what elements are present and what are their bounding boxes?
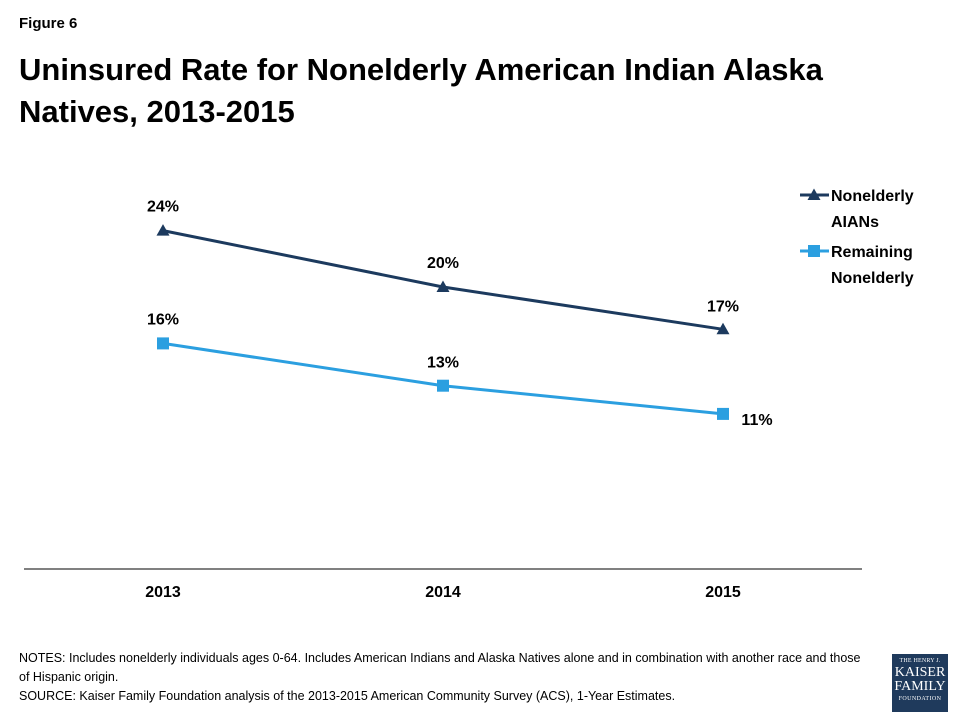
series-line-aian bbox=[162, 229, 724, 331]
data-label-remaining-2015: 11% bbox=[741, 412, 772, 429]
source-text: SOURCE: Kaiser Family Foundation analysi… bbox=[19, 689, 676, 703]
legend-marker-aian bbox=[807, 188, 821, 200]
x-tick-label-2015: 2015 bbox=[705, 584, 741, 601]
data-label-aian-2014: 20% bbox=[427, 255, 459, 272]
data-point-remaining-2013 bbox=[157, 337, 169, 350]
data-label-remaining-2014: 13% bbox=[427, 355, 459, 372]
data-label-aian-2013: 24% bbox=[147, 199, 179, 216]
chart-title: Uninsured Rate for Nonelderly American I… bbox=[19, 52, 823, 129]
data-point-aian-2015 bbox=[716, 322, 730, 335]
data-label-aian-2015: 17% bbox=[707, 298, 739, 315]
kff-logo: THE HENRY J. KAISER FAMILY FOUNDATION bbox=[892, 654, 948, 712]
figure-label: Figure 6 bbox=[19, 15, 78, 32]
legend-marker-remaining bbox=[808, 245, 820, 257]
legend-label-remaining-1: Nonelderly bbox=[831, 270, 914, 287]
data-label-remaining-2013: 16% bbox=[147, 311, 179, 328]
x-tick-label-2013: 2013 bbox=[145, 584, 181, 601]
legend-label-remaining-0: Remaining bbox=[831, 244, 913, 261]
data-point-remaining-2015 bbox=[717, 407, 729, 420]
data-point-aian-2014 bbox=[436, 280, 450, 292]
legend-label-aian-1: AIANs bbox=[831, 214, 879, 231]
x-tick-label-2014: 2014 bbox=[425, 584, 461, 601]
data-point-aian-2013 bbox=[156, 224, 170, 236]
line-chart: 2013 2014 2015 24% 20% 17% 16% 13% 11% Nonelderly… bbox=[24, 188, 914, 601]
notes-text: NOTES: Includes nonelderly individuals a… bbox=[19, 651, 861, 684]
data-point-remaining-2014 bbox=[437, 379, 449, 392]
legend-label-aian-0: Nonelderly bbox=[831, 188, 914, 205]
chart-notes: NOTES: Includes nonelderly individuals a… bbox=[19, 649, 869, 706]
